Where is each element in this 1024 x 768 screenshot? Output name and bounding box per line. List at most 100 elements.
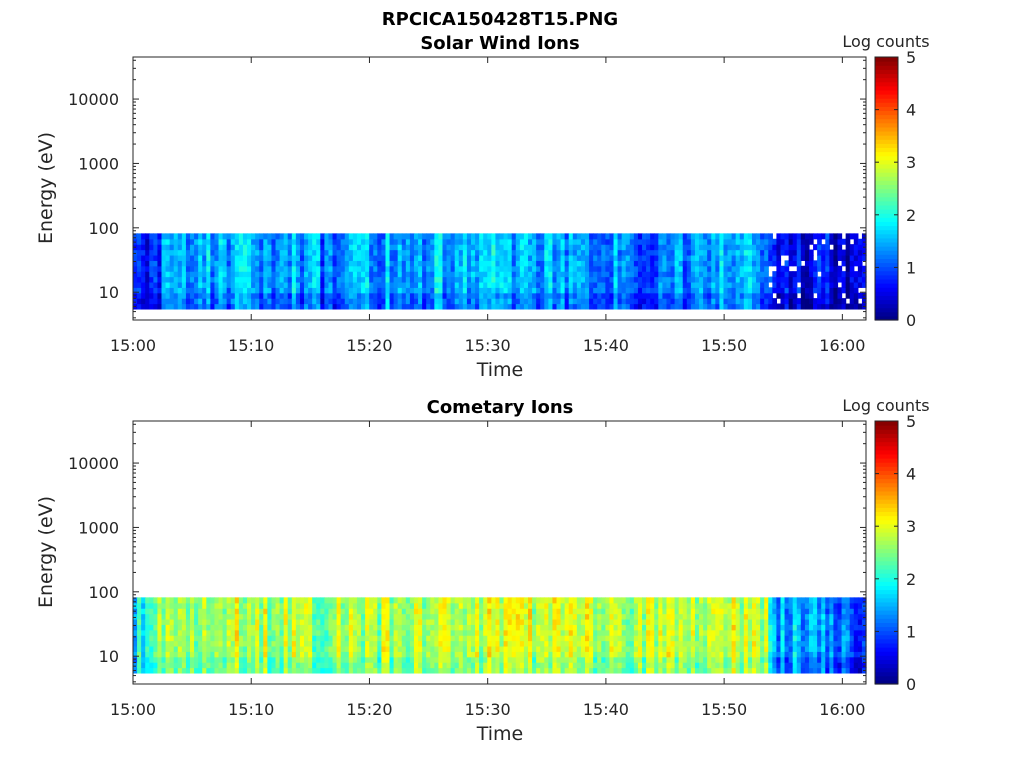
spectrogram-cell [352,276,358,283]
spectrogram-cell [153,287,159,294]
spectrogram-cell [141,624,146,631]
spectrogram-cell [503,298,509,305]
spectrogram-cell [751,635,757,642]
spectrogram-cell [629,624,635,631]
spectrogram-cell [703,271,708,278]
spectrogram-cell [593,597,598,604]
spectrogram-cell [711,271,716,278]
spectrogram-cell [621,281,627,288]
spectrogram-cell [662,287,668,294]
spectrogram-cell [234,602,240,609]
spectrogram-cell [682,602,688,609]
spectrogram-cell [629,618,635,625]
spectrogram-cell [800,292,806,299]
spectrogram-cell [674,624,680,631]
spectrogram-cell [344,635,350,642]
spectrogram-cell [169,254,175,261]
spectrogram-cell [149,244,154,251]
spectrogram-cell [255,292,260,299]
spectrogram-cell [784,651,790,658]
spectrogram-cell [849,249,855,256]
spectrogram-cell [576,287,582,294]
spectrogram-cell [593,608,598,615]
spectrogram-cell [751,298,757,305]
spectrogram-cell [275,249,281,256]
spectrogram-cell [760,303,765,310]
spectrogram-cell [585,667,590,674]
spectrogram-cell [422,254,427,261]
spectrogram-cell [784,244,790,251]
spectrogram-cell [849,265,855,272]
spectrogram-cell [295,254,301,261]
spectrogram-cell [825,254,830,261]
spectrogram-cell [637,645,643,652]
spectrogram-cell [316,667,321,674]
spectrogram-cell [788,667,794,674]
spectrogram-cell [438,238,444,245]
spectrogram-cell [507,597,513,604]
spectrogram-cell [271,651,277,658]
spectrogram-cell [405,602,411,609]
spectrogram-cell [650,656,655,663]
spectrogram-cell [609,298,615,305]
spectrogram-cell [751,265,757,272]
spectrogram-cell [242,276,248,283]
spectrogram-cell [226,645,232,652]
spectrogram-cell [222,298,228,305]
spectrogram-cell [682,254,688,261]
spectrogram-cell [845,254,851,261]
spectrogram-cell [141,602,146,609]
spectrogram-cell [401,635,407,642]
spectrogram-cell [487,265,492,272]
spectrogram-cell [642,276,647,283]
spectrogram-cell [356,597,362,604]
spectrogram-cell [324,254,330,261]
spectrogram-cell [629,602,635,609]
spectrogram-cell [161,292,167,299]
spectrogram-cell [430,249,435,256]
spectrogram-cell [735,640,741,647]
spectrogram-cell [283,298,289,305]
spectrogram-cell [133,276,138,283]
spectrogram-cell [731,651,737,658]
spectrogram-cell [438,624,444,631]
spectrogram-cell [287,602,293,609]
spectrogram-cell [796,667,802,674]
spectrogram-cell [263,303,268,310]
spectrogram-cell [784,667,790,674]
spectrogram-cell [780,287,786,294]
spectrogram-cell [242,618,248,625]
spectrogram-cell [707,667,712,674]
spectrogram-cell [690,233,696,240]
spectrogram-cell [133,233,138,240]
spectrogram-cell [650,662,655,669]
spectrogram-cell [552,254,558,261]
spectrogram-cell [609,656,615,663]
colorbar-segment [875,196,898,202]
spectrogram-cell [552,651,558,658]
spectrogram-cell [247,667,252,674]
spectrogram-cell [576,303,582,310]
colorbar-segment [875,311,898,317]
spectrogram-cell [499,271,505,278]
spectrogram-cell [263,238,268,245]
spectrogram-cell [735,645,741,652]
spectrogram-cell [418,244,423,251]
spectrogram-cell [637,608,643,615]
spectrogram-cell [739,233,745,240]
spectrogram-cell [519,265,525,272]
spectrogram-cell [788,651,794,658]
spectrogram-cell [536,276,541,283]
spectrogram-cell [739,287,745,294]
spectrogram-cell [483,624,488,631]
spectrogram-cell [198,651,203,658]
spectrogram-cell [149,238,154,245]
spectrogram-cell [690,292,696,299]
spectrogram-cell [161,238,167,245]
spectrogram-cell [756,662,761,669]
spectrogram-cell [226,613,232,620]
spectrogram-cell [348,624,354,631]
spectrogram-cell [523,265,529,272]
spectrogram-cell [369,613,374,620]
spectrogram-cell [747,292,753,299]
